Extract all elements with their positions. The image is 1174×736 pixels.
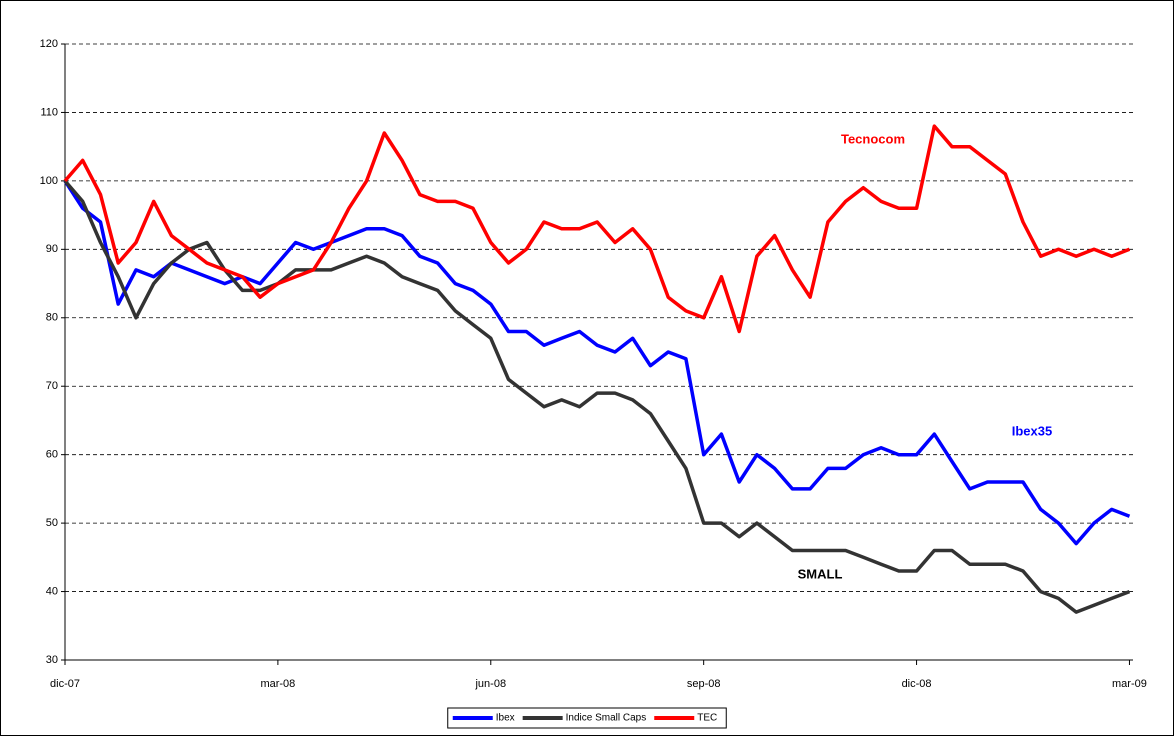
y-tick-label: 90 [46,243,58,255]
y-tick-label: 100 [40,175,58,187]
x-tick-label: dic-08 [902,678,932,690]
y-tick-label: 70 [46,380,58,392]
legend-box [447,707,727,729]
series-line [63,124,1131,334]
x-tick-label: mar-08 [260,678,295,690]
y-tick-label: 120 [40,38,58,50]
legend-label: Ibex [496,713,515,724]
series-line [63,179,1131,614]
x-tick-label: jun-08 [474,678,506,690]
legend-label: TEC [697,713,717,724]
y-tick-label: 80 [46,312,58,324]
y-tick-label: 50 [46,517,58,529]
legend: Ibex Indice Small Caps TEC [447,707,727,729]
legend-label: Indice Small Caps [566,713,647,724]
y-tick-label: 110 [40,106,58,118]
annotation: SMALL [798,566,843,581]
x-tick-label: dic-07 [50,678,80,690]
y-tick-label: 60 [46,449,58,461]
annotation: Tecnocom [841,131,905,146]
annotation: Ibex35 [1012,423,1052,438]
x-tick-label: mar-09 [1112,678,1147,690]
x-tick-label: sep-08 [687,678,721,690]
y-tick-label: 40 [46,585,58,597]
y-tick-label: 30 [46,654,58,666]
